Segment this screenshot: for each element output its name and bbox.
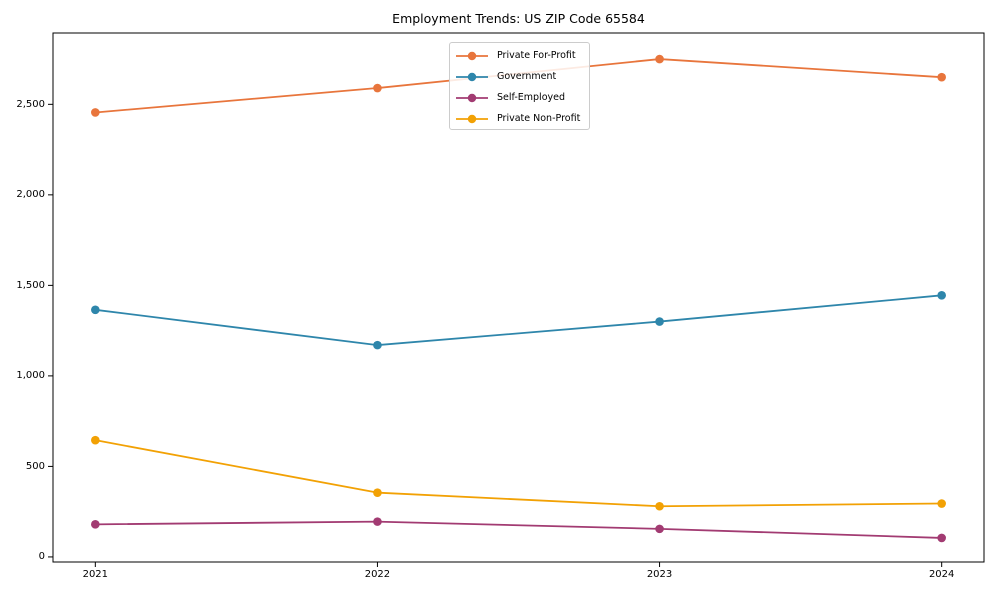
legend-row: Government <box>455 66 589 87</box>
legend-row: Private Non-Profit <box>455 108 589 129</box>
legend-line-marker-icon <box>456 114 488 123</box>
y-axis-tick-label: 2,000 <box>16 189 45 201</box>
legend-row: Private For-Profit <box>455 45 589 66</box>
legend-label: Private For-Profit <box>497 50 576 61</box>
legend-line-marker-icon <box>456 51 488 60</box>
legend-row: Self-Employed <box>455 87 589 108</box>
y-axis-tick-label: 2,500 <box>16 98 45 110</box>
x-axis-tick-label: 2024 <box>928 569 955 580</box>
y-axis-tick-label: 1,000 <box>16 370 45 382</box>
legend-line-marker-icon <box>456 93 488 102</box>
legend: Private For-Profit Government Self-Emplo… <box>449 42 590 130</box>
x-axis-tick-label: 2022 <box>364 569 391 580</box>
y-axis-tick-label: 0 <box>38 551 45 563</box>
y-axis-tick-label: 500 <box>25 460 45 472</box>
legend-label: Government <box>497 71 557 82</box>
legend-label: Private Non-Profit <box>497 113 581 124</box>
y-axis-tick-label: 1,500 <box>16 279 45 291</box>
x-axis-tick-label: 2023 <box>646 569 673 580</box>
chart-title: Employment Trends: US ZIP Code 65584 <box>392 11 645 26</box>
legend-line-marker-icon <box>456 72 488 81</box>
legend-label: Self-Employed <box>497 92 566 103</box>
x-axis-tick-label: 2021 <box>82 569 109 580</box>
